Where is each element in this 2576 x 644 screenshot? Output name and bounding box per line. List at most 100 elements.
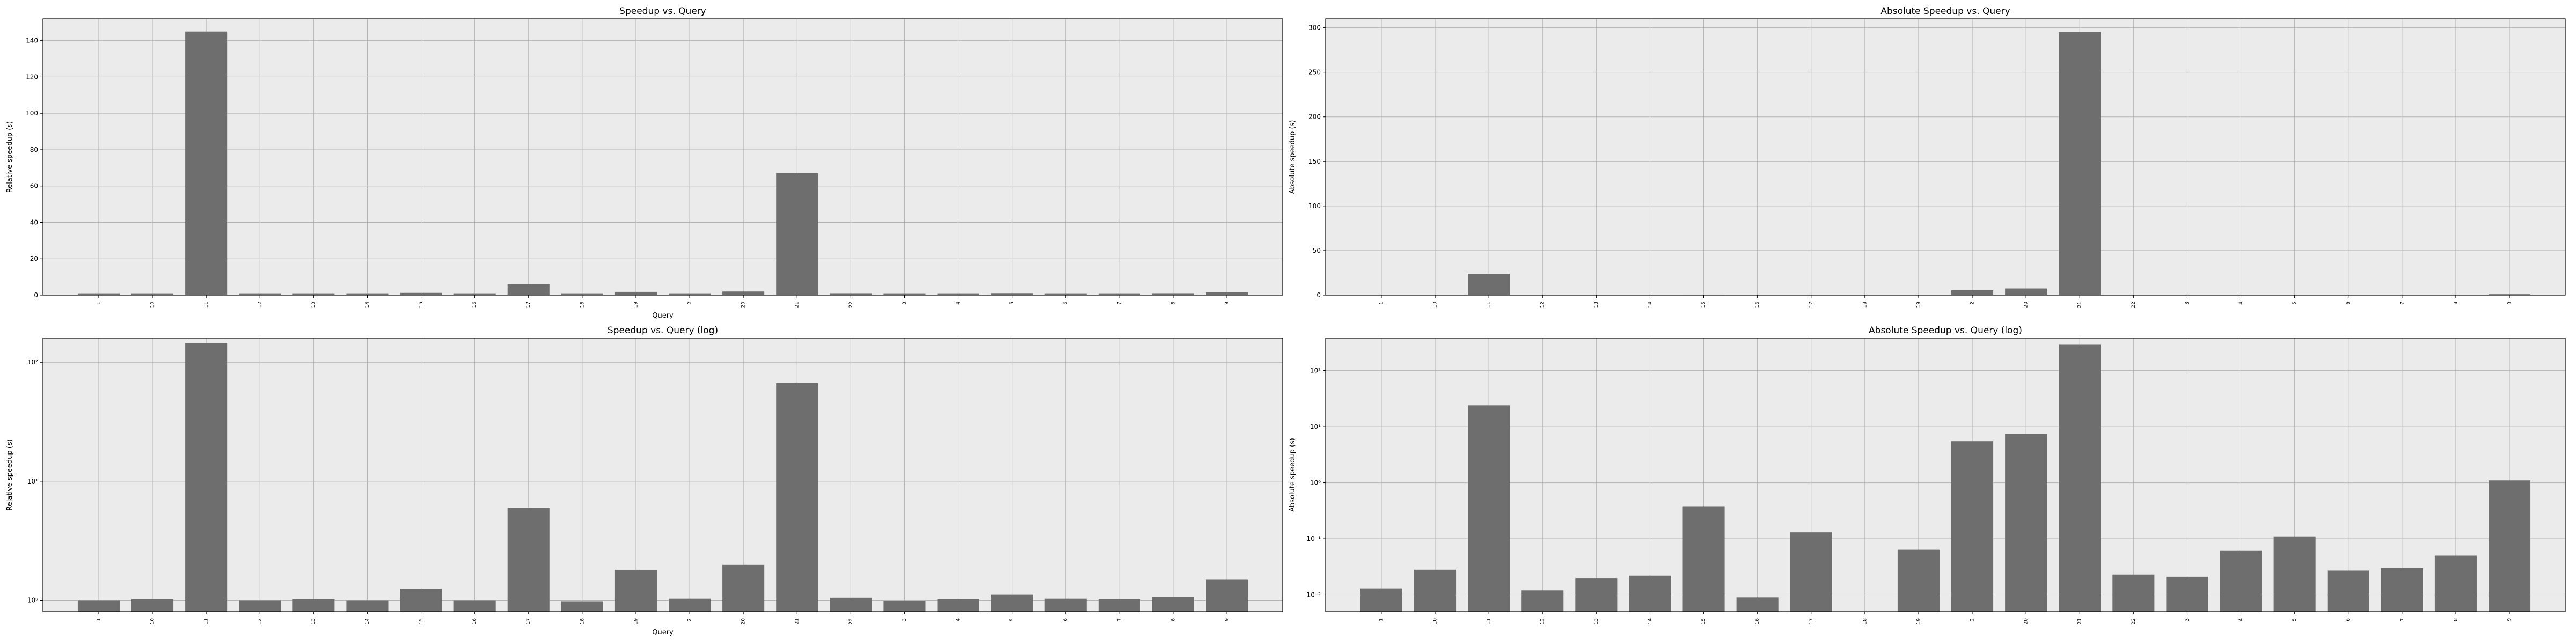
- chart-panel-2: 0 50 100 150 200 250 300 1 10 11 12 13 14 15 16 17 18 19 2…: [1289, 6, 2566, 308]
- x-tick-label: 4: [956, 618, 961, 621]
- bar-7: [1098, 599, 1140, 612]
- x-tick-label: 13: [1594, 302, 1599, 308]
- bar-12: [239, 600, 281, 612]
- bar-19: [614, 291, 657, 295]
- y-tick-label: 250: [1308, 69, 1321, 76]
- x-tick-label: 2: [687, 618, 693, 621]
- bar-10: [131, 599, 174, 612]
- x-axis-label: Query: [652, 628, 674, 636]
- x-tick-label: 17: [1809, 302, 1814, 308]
- chart-panel-1: 0 20 40 60 80 100 120 140 1 10 11 12 13 14 15 16 17 18 19 2…: [6, 6, 1283, 320]
- x-tick-label: 12: [258, 618, 263, 624]
- x-tick-label: 16: [1755, 302, 1760, 308]
- x-tick-label: 4: [956, 302, 961, 305]
- bar-14: [346, 600, 389, 612]
- x-tick-label: 8: [1170, 618, 1176, 621]
- x-tick-label: 14: [1648, 618, 1653, 625]
- x-tick-label: 9: [2507, 618, 2513, 621]
- x-tick-label: 1: [96, 302, 101, 305]
- bar-6: [1044, 293, 1087, 295]
- y-axis-label: Absolute speedup (s): [1289, 120, 1297, 194]
- x-tick-label: 22: [2131, 302, 2136, 308]
- x-tick-label: 1: [96, 618, 101, 621]
- y-tick-label: 60: [30, 182, 38, 190]
- bar-18: [561, 601, 603, 612]
- x-tick-label: 11: [1487, 302, 1492, 308]
- x-tick-label: 20: [741, 302, 747, 308]
- bar-16: [453, 600, 496, 612]
- x-tick-label: 5: [2292, 618, 2297, 621]
- plot-frame: [42, 338, 1283, 612]
- x-tick-label: 21: [2077, 618, 2083, 624]
- bar-19: [1897, 549, 1940, 612]
- x-tick-label: 12: [1540, 618, 1546, 624]
- chart-title: Speedup vs. Query: [619, 6, 706, 17]
- bar-21: [2059, 32, 2101, 296]
- bar-19: [614, 569, 657, 612]
- x-tick-label: 8: [1170, 302, 1176, 305]
- x-tick-label: 19: [1916, 618, 1921, 625]
- bar-3: [883, 601, 926, 612]
- x-tick-label: 14: [365, 302, 370, 308]
- y-tick-label: 50: [1313, 247, 1321, 254]
- bar-6: [1044, 598, 1087, 612]
- chart-panel-3: 10⁰ 10¹ 10² 1 10 11 12 13 14 15 16 17 18 19 2 20 21 22 3 4 5…: [6, 325, 1283, 636]
- x-tick-label: 10: [1433, 302, 1438, 308]
- x-tick-label: 20: [2024, 302, 2029, 308]
- bar-5: [991, 293, 1033, 295]
- bar-22: [2112, 574, 2155, 612]
- plot-area: [43, 338, 1283, 612]
- x-tick-label: 12: [1540, 302, 1546, 308]
- x-tick-label: 7: [2399, 618, 2405, 621]
- x-tick-label: 19: [633, 618, 639, 625]
- y-tick-label: 10⁰: [27, 597, 38, 604]
- bar-8: [1152, 293, 1194, 295]
- x-tick-label: 20: [2024, 618, 2029, 625]
- bar-2: [669, 293, 711, 295]
- plot-area: [1326, 338, 2565, 612]
- bar-15: [400, 292, 442, 295]
- x-tick-label: 18: [580, 618, 585, 625]
- bar-9: [2489, 294, 2531, 295]
- bar-2: [1951, 441, 1994, 612]
- bar-2: [1951, 290, 1994, 295]
- bar-7: [2381, 568, 2423, 612]
- bar-18: [561, 293, 603, 295]
- bar-6: [2327, 570, 2369, 612]
- x-tick-label: 17: [526, 302, 531, 308]
- plot-frame: [1325, 18, 2566, 296]
- x-tick-label: 18: [580, 302, 585, 308]
- y-tick-label: 100: [1308, 202, 1321, 210]
- x-tick-label: 5: [1009, 618, 1015, 621]
- x-tick-label: 14: [1648, 302, 1653, 308]
- chart-title: Absolute Speedup vs. Query (log): [1869, 325, 2022, 336]
- y-tick-label: 10²: [27, 358, 38, 366]
- x-tick-label: 2: [1970, 618, 1975, 621]
- y-axis-label: Absolute speedup (s): [1289, 438, 1297, 512]
- y-tick-label: 40: [30, 218, 38, 226]
- bar-13: [292, 599, 335, 612]
- x-tick-label: 16: [1755, 618, 1760, 625]
- x-tick-label: 17: [1809, 618, 1814, 624]
- x-tick-label: 5: [1009, 302, 1015, 305]
- x-tick-label: 17: [526, 618, 531, 624]
- plot-area: [43, 19, 1283, 295]
- bar-12: [1521, 590, 1564, 612]
- x-tick-label: 12: [258, 302, 263, 308]
- bar-16: [453, 293, 496, 295]
- x-tick-label: 22: [2131, 618, 2136, 624]
- bar-4: [937, 599, 979, 612]
- y-tick-label: 0: [1316, 291, 1321, 299]
- bar-5: [991, 594, 1033, 612]
- bar-3: [883, 293, 926, 295]
- bar-15: [1682, 506, 1725, 612]
- bar-20: [722, 291, 765, 295]
- bar-15: [400, 589, 442, 612]
- bar-1: [1360, 588, 1402, 612]
- bar-12: [239, 293, 281, 295]
- x-tick-label: 13: [311, 302, 317, 308]
- bar-16: [1736, 597, 1779, 612]
- x-tick-label: 21: [795, 618, 800, 624]
- plot-frame: [1325, 338, 2566, 612]
- x-tick-label: 8: [2453, 618, 2458, 621]
